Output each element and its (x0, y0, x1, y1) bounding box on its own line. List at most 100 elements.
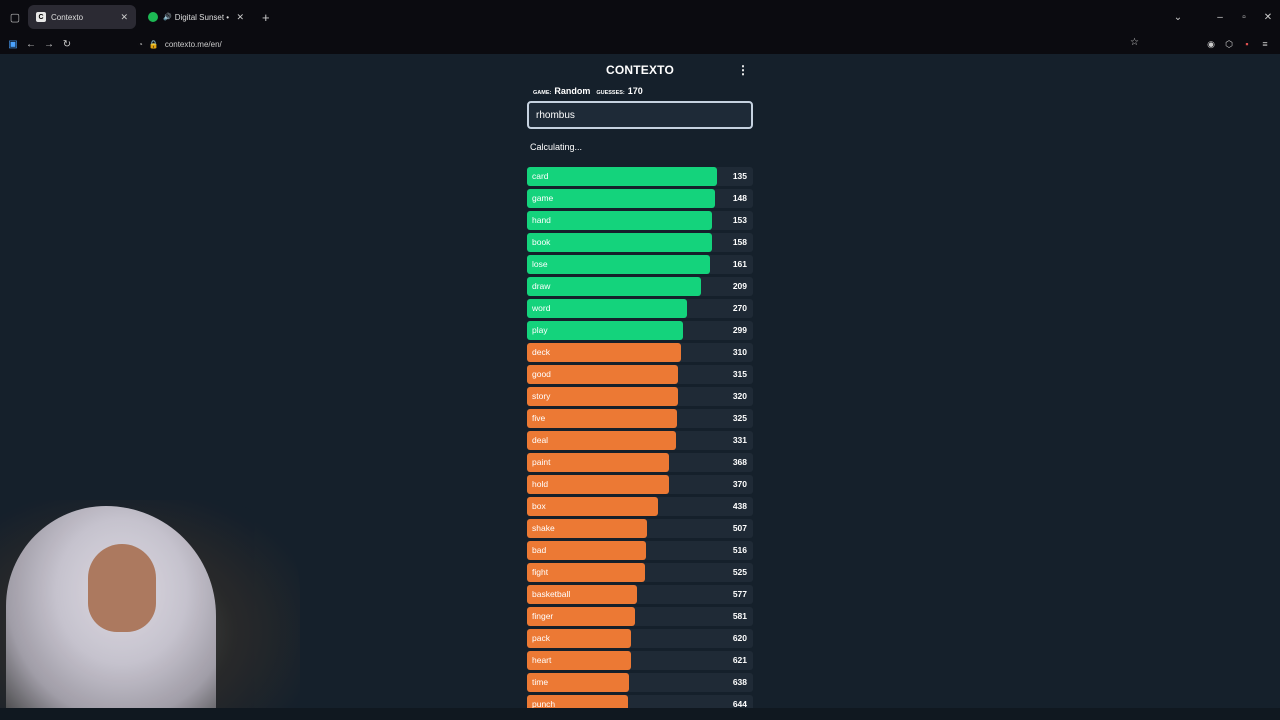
guess-row: shake 507 (527, 519, 753, 538)
guess-bar (527, 255, 711, 274)
guess-bar (527, 167, 717, 186)
guess-distance: 161 (732, 259, 747, 269)
guess-bar (527, 563, 645, 582)
guess-row: box 438 (527, 497, 753, 516)
guess-word: draw (532, 281, 551, 291)
address-bar[interactable]: ◔ 🔒 contexto.me/en/ (138, 40, 222, 49)
guess-bar (527, 409, 678, 428)
guess-row: card 135 (527, 167, 753, 186)
guess-distance: 370 (732, 479, 747, 489)
guess-distance: 525 (732, 567, 747, 577)
guess-word: word (532, 303, 551, 313)
guess-distance: 325 (732, 413, 747, 423)
guess-bar (527, 541, 646, 560)
guess-distance: 158 (732, 237, 747, 247)
guess-row: pack 620 (527, 629, 753, 648)
lock-icon[interactable]: 🔒 (148, 39, 159, 49)
guess-bar (527, 497, 659, 516)
guess-distance: 620 (732, 633, 747, 643)
guess-row: good 315 (527, 365, 753, 384)
browser-toolbar: ▣ ← → ↻ ◔ 🔒 contexto.me/en/ ◉ ⬡ ▪ ≡ (0, 34, 1280, 54)
guess-bar (527, 475, 670, 494)
tab-contexto[interactable]: C Contexto ✕ (28, 5, 136, 29)
guess-word: good (532, 369, 551, 379)
guess-bar (527, 585, 637, 604)
forward-icon[interactable]: → (44, 38, 54, 50)
guess-word: hand (532, 215, 551, 225)
guess-list: card 135 game 148 hand 153 book 158 lose 161 draw 2… (527, 167, 753, 714)
guess-distance: 331 (732, 435, 747, 445)
tab-overflow-icon[interactable]: ⌄ (1173, 11, 1183, 23)
guess-bar (527, 277, 702, 296)
close-tab-icon[interactable]: ✕ (120, 11, 128, 22)
guess-row: play 299 (527, 321, 753, 340)
guesses-label: GUESSES: (596, 90, 625, 96)
restore-icon[interactable]: ▫ (1242, 11, 1246, 23)
guess-distance: 209 (732, 281, 747, 291)
guess-bar (527, 211, 713, 230)
guess-row: deal 331 (527, 431, 753, 450)
more-options-icon[interactable]: ⋮ (737, 63, 749, 77)
guess-row: draw 209 (527, 277, 753, 296)
guess-word: game (532, 193, 554, 203)
guess-row: hold 370 (527, 475, 753, 494)
guess-bar (527, 233, 713, 252)
guess-word: deck (532, 347, 550, 357)
menu-icon[interactable]: ≡ (1262, 39, 1268, 49)
guess-word: finger (532, 611, 554, 621)
tab-list-icon[interactable]: ▢ (9, 11, 21, 24)
guess-row: word 270 (527, 299, 753, 318)
game-info: GAME: Random GUESSES: 170 (527, 86, 753, 98)
guess-row: basketball 577 (527, 585, 753, 604)
guess-bar (527, 607, 636, 626)
guess-distance: 621 (732, 655, 747, 665)
spotify-favicon-icon (148, 12, 158, 22)
guess-input[interactable] (536, 109, 736, 121)
guess-word: paint (532, 457, 551, 467)
bookmark-star-icon[interactable]: ☆ (1130, 37, 1139, 48)
guesses-count: 170 (627, 86, 643, 96)
webcam-person-face (88, 544, 156, 632)
guess-distance: 320 (732, 391, 747, 401)
new-tab-icon[interactable]: + (262, 9, 270, 25)
tab-digital-sunset[interactable]: 🔊 Digital Sunset • Royalty Fre ✕ (140, 5, 252, 29)
guess-word: shake (532, 523, 555, 533)
guess-word: bad (532, 545, 547, 555)
guess-word: deal (532, 435, 549, 445)
close-tab-icon[interactable]: ✕ (236, 11, 244, 22)
guess-input-box[interactable] (527, 101, 753, 129)
guess-distance: 299 (732, 325, 747, 335)
speaker-icon[interactable]: 🔊 (163, 14, 172, 21)
guess-bar (527, 651, 631, 670)
guess-word: time (532, 677, 549, 687)
shield-icon[interactable]: ◔ (138, 39, 143, 49)
game-label: GAME: (533, 90, 552, 96)
close-window-icon[interactable]: ✕ (1263, 11, 1273, 23)
guess-distance: 507 (732, 523, 747, 533)
window-controls: ⌄ – ▫ ✕ (1166, 0, 1280, 34)
browser-tab-bar: ▢ C Contexto ✕ 🔊 Digital Sunset • Royalt… (0, 0, 1280, 34)
guess-word: lose (532, 259, 548, 269)
app-header: CONTEXTO ⋮ (527, 54, 753, 86)
guess-row: finger 581 (527, 607, 753, 626)
back-icon[interactable]: ← (26, 38, 36, 50)
guess-row: paint 368 (527, 453, 753, 472)
guess-distance: 310 (732, 347, 747, 357)
account-icon[interactable]: ◉ (1207, 38, 1215, 49)
extensions-icon[interactable]: ⬡ (1225, 38, 1233, 49)
guess-distance: 148 (732, 193, 747, 203)
bottom-strip (0, 708, 1280, 720)
reload-icon[interactable]: ↻ (62, 38, 72, 50)
sidebar-icon[interactable]: ▣ (8, 38, 18, 50)
contexto-favicon-icon: C (36, 12, 46, 22)
contexto-app: CONTEXTO ⋮ GAME: Random GUESSES: 170 Cal… (527, 54, 753, 717)
guess-word: five (532, 413, 546, 423)
guess-distance: 153 (732, 215, 747, 225)
guess-distance: 581 (732, 611, 747, 621)
url-text[interactable]: contexto.me/en/ (164, 39, 222, 49)
guess-bar (527, 343, 681, 362)
status-text: Calculating... (530, 142, 583, 152)
extension-red-icon[interactable]: ▪ (1245, 39, 1249, 49)
game-value: Random (554, 86, 591, 96)
minimize-icon[interactable]: – (1217, 11, 1223, 23)
